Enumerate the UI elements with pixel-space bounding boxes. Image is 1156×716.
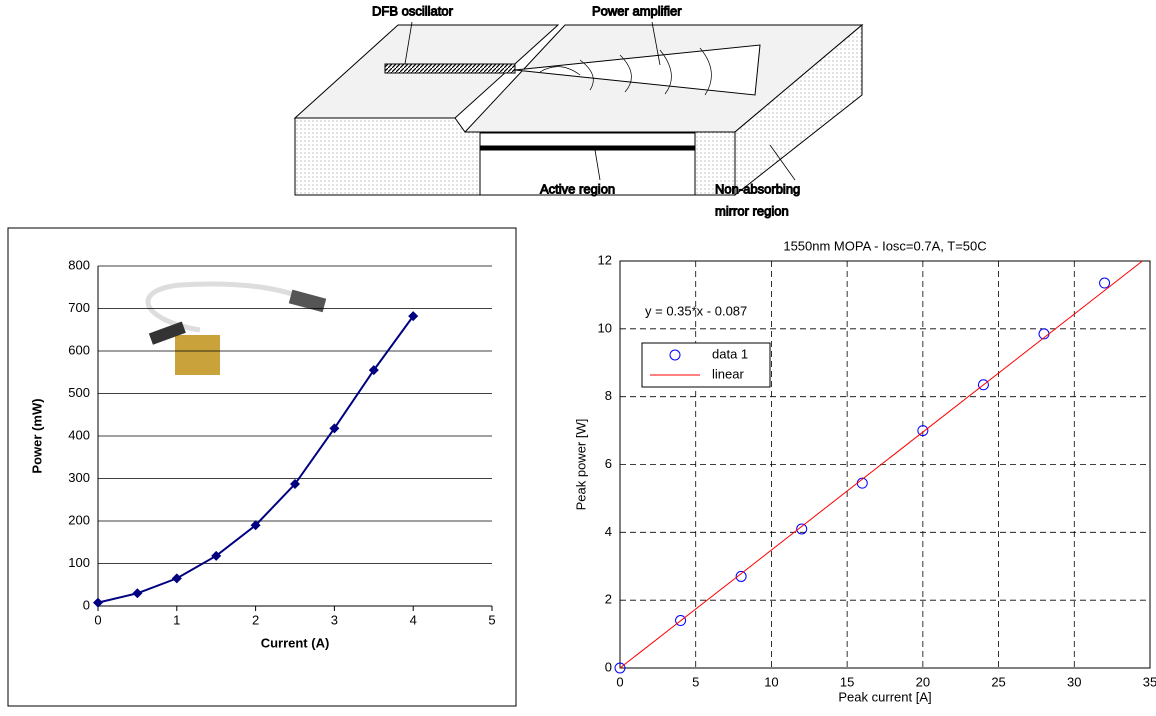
data-point	[675, 615, 687, 627]
y-tick-label: 0	[83, 597, 90, 612]
data-point	[977, 379, 989, 391]
chart-frame	[7, 227, 517, 707]
x-tick-label: 5	[692, 674, 699, 689]
chart: 0 2 4 6 8 10 12 0 5 10 15 20 25 30 35 Peak current [A] P…	[573, 238, 1156, 704]
data-point	[1099, 277, 1111, 289]
data-point	[290, 479, 300, 490]
annotation: y = 0.35*x - 0.087	[645, 303, 747, 318]
data-point	[408, 311, 419, 322]
y-axis-label: Peak power [W]	[573, 419, 588, 511]
diagram-label: Non-absorbing	[715, 181, 800, 196]
data-point	[917, 425, 929, 437]
chart-title: 1550nm MOPA - Iosc=0.7A, T=50C	[783, 238, 986, 253]
diagram-label: Power amplifier	[592, 3, 682, 18]
x-tick-label: 15	[840, 674, 854, 689]
x-tick-label: 5	[488, 612, 495, 627]
module-photo	[145, 281, 327, 375]
x-tick-label: 1	[173, 612, 180, 627]
series-line	[97, 315, 415, 604]
legend-swatch	[669, 349, 681, 361]
x-tick-label: 30	[1067, 674, 1081, 689]
data-point	[614, 662, 626, 674]
laser-diagram: DFB oscillator Power amplifier Active re…	[293, 3, 864, 219]
x-tick-label: 25	[991, 674, 1005, 689]
y-tick-label: 200	[68, 512, 90, 527]
x-tick-label: 10	[764, 674, 778, 689]
data-point	[735, 570, 747, 582]
data-point	[171, 573, 182, 584]
y-tick-label: 12	[598, 252, 612, 267]
y-tick-label: 6	[605, 456, 612, 471]
y-tick-label: 8	[605, 388, 612, 403]
diagram-label: Active region	[540, 181, 615, 196]
data-point	[368, 365, 379, 376]
series-line	[619, 260, 1143, 669]
y-tick-label: 100	[68, 555, 90, 570]
x-tick-label: 2	[252, 612, 259, 627]
data-point	[93, 597, 103, 608]
data-point	[329, 423, 340, 434]
y-tick-label: 0	[605, 659, 612, 674]
chart: 0 100 200 300 400 500 600 700 800 0 1 2 3 4 5 Current (…	[29, 257, 495, 650]
data-point	[211, 550, 222, 561]
data-point	[796, 523, 808, 535]
x-tick-label: 4	[410, 612, 417, 627]
y-tick-label: 400	[68, 427, 90, 442]
x-axis-label: Peak current [A]	[838, 689, 931, 704]
x-tick-label: 20	[916, 674, 930, 689]
x-tick-label: 3	[331, 612, 338, 627]
legend-label: data 1	[712, 346, 748, 361]
y-tick-label: 10	[598, 320, 612, 335]
data-point	[132, 588, 143, 599]
diagram-label: DFB oscillator	[372, 3, 454, 18]
diagram-label: mirror region	[715, 203, 789, 218]
data-point	[250, 520, 261, 531]
x-tick-label: 0	[94, 612, 101, 627]
x-tick-label: 0	[616, 674, 623, 689]
y-axis-label: Power (mW)	[29, 398, 44, 473]
y-tick-label: 500	[68, 385, 90, 400]
y-tick-label: 600	[68, 342, 90, 357]
y-tick-label: 700	[68, 300, 90, 315]
y-tick-label: 300	[68, 470, 90, 485]
y-tick-label: 4	[605, 524, 612, 539]
y-tick-label: 2	[605, 592, 612, 607]
legend	[641, 342, 771, 388]
legend-label: linear	[712, 366, 744, 381]
x-axis-label: Current (A)	[261, 635, 330, 650]
y-tick-label: 800	[68, 257, 90, 272]
x-tick-label: 35	[1143, 674, 1156, 689]
